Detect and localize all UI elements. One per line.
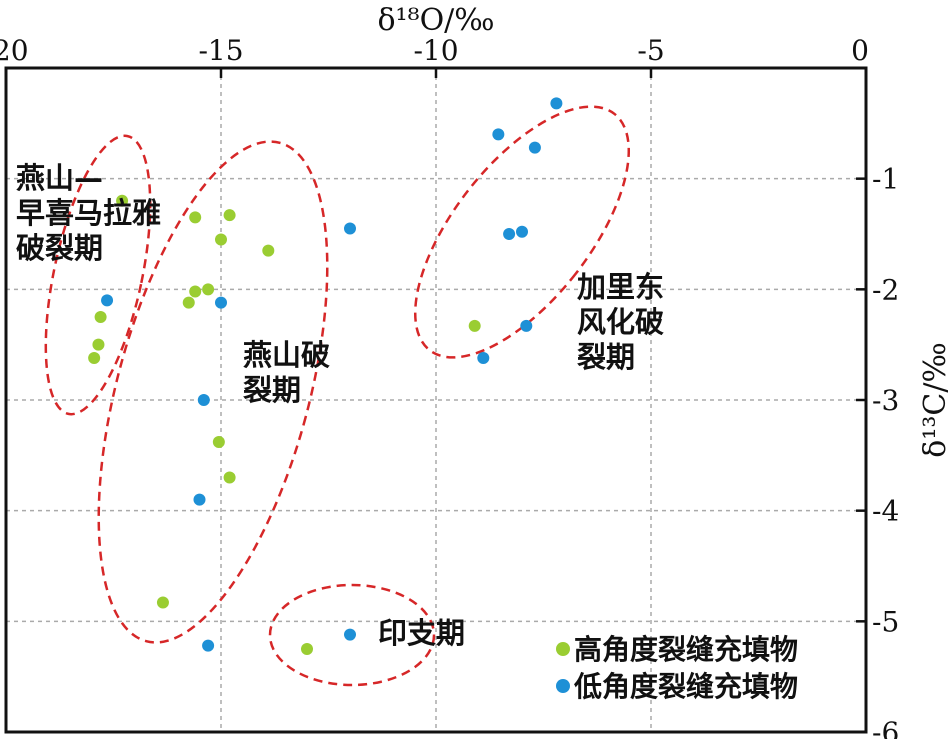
data-point	[301, 643, 313, 655]
data-point	[193, 493, 206, 506]
data-point	[503, 228, 516, 240]
legend-marker	[556, 642, 570, 656]
data-point	[550, 97, 563, 110]
region-boundary	[413, 105, 631, 359]
data-point	[189, 285, 202, 298]
data-point	[223, 209, 236, 222]
region-boundary	[44, 134, 152, 416]
region-boundary	[268, 583, 436, 687]
data-point	[212, 436, 225, 449]
data-point	[202, 639, 215, 652]
region-label: 早喜马拉雅	[16, 196, 161, 230]
data-point	[262, 244, 275, 257]
x-tick-label: -5	[637, 34, 664, 67]
y-tick-label: -2	[872, 273, 899, 306]
y-tick-label: -6	[872, 716, 899, 739]
data-point	[468, 319, 481, 332]
region-label: 裂期	[243, 373, 301, 407]
data-point	[182, 296, 195, 309]
data-point	[156, 596, 169, 609]
data-point	[477, 351, 490, 364]
data-point	[189, 211, 202, 224]
y-axis-title: δ¹³C/‰	[918, 342, 952, 457]
data-point	[197, 394, 210, 406]
y-tick-label: -3	[872, 384, 899, 417]
x-axis-title: δ¹⁸O/‰	[377, 3, 494, 38]
data-point	[92, 338, 105, 351]
data-point	[116, 194, 129, 207]
region-label: 印支期	[378, 616, 465, 650]
x-tick-label: -10	[413, 34, 458, 67]
data-point	[215, 233, 227, 246]
y-tick-label: -5	[872, 605, 899, 638]
data-point	[88, 351, 101, 364]
data-point	[94, 311, 107, 323]
data-point	[223, 471, 236, 484]
data-point	[215, 296, 227, 309]
data-points	[88, 97, 563, 655]
region-label: 加里东	[577, 270, 664, 304]
region-label: 破裂期	[16, 231, 103, 265]
grid	[6, 68, 866, 732]
data-point	[101, 294, 114, 307]
data-point	[344, 628, 356, 641]
legend-marker	[556, 679, 570, 693]
region-label: 燕山破	[243, 338, 330, 372]
data-point	[202, 283, 215, 296]
data-point	[516, 225, 528, 238]
region-boundary	[97, 140, 329, 644]
legend-label: 高角度裂缝充填物	[574, 633, 798, 666]
x-tick-label: -20	[0, 34, 29, 67]
data-point	[344, 222, 356, 235]
region-label: 燕山—	[16, 161, 103, 195]
region-label: 风化破	[577, 305, 664, 339]
data-point	[520, 319, 533, 332]
data-point	[528, 141, 541, 154]
data-point	[492, 128, 505, 141]
legend-label: 低角度裂缝充填物	[573, 670, 798, 703]
region-label: 裂期	[577, 340, 635, 374]
y-tick-label: -1	[872, 163, 899, 196]
x-tick-label: 0	[851, 34, 869, 67]
period-regions	[44, 105, 631, 687]
axes: -20 -15 -10 -5 0 -1 -2 -3 -4 -5 -6 δ¹⁸O/‰ δ¹³C/‰	[0, 3, 952, 739]
y-tick-label: -4	[872, 495, 899, 528]
x-tick-label: -15	[198, 34, 243, 67]
